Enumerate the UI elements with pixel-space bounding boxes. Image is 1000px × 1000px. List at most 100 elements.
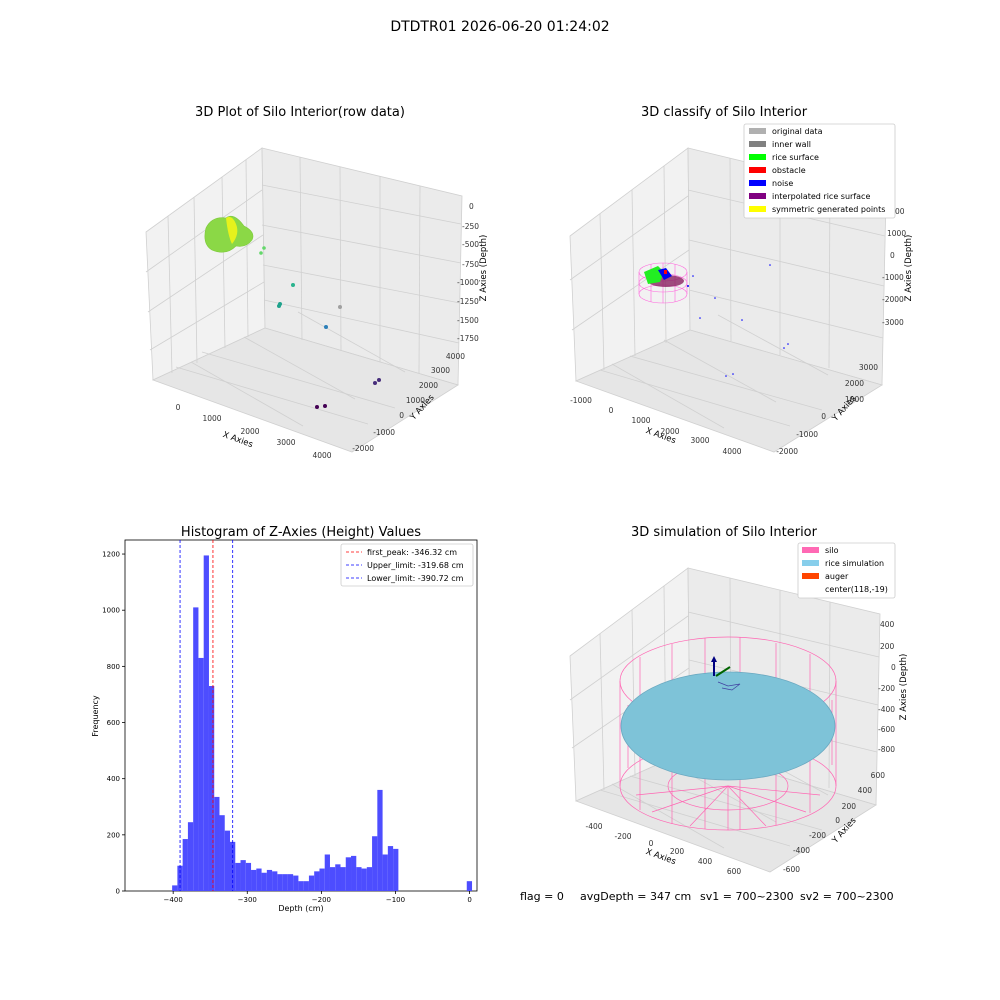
histogram-ytick-label: 400 (107, 775, 120, 783)
raw-ytick: 0 (399, 411, 404, 420)
raw-ytick: 3000 (431, 366, 450, 375)
histogram-ytick-label: 600 (107, 719, 120, 727)
histogram-bar (172, 885, 178, 891)
raw-zlabel: Z Axies (Depth) (479, 235, 489, 302)
histogram-xtick-label: −200 (312, 896, 331, 904)
histogram-bar (177, 865, 183, 891)
classify-ztick: -3000 (882, 318, 904, 327)
simulation-legend-frame (797, 542, 896, 599)
simulation-xtick: 0 (649, 839, 654, 848)
histogram-bar (387, 846, 394, 891)
raw-data-points (204, 215, 381, 409)
raw-ytick: -1000 (373, 428, 395, 437)
raw-3d-box (145, 147, 463, 453)
histogram-bar (277, 874, 283, 891)
histogram-bar (340, 867, 346, 891)
raw-point (338, 305, 342, 309)
raw-point (377, 378, 381, 382)
raw-ztick: -500 (462, 240, 479, 249)
histogram-ytick-label: 0 (116, 888, 120, 896)
raw-ztick: -1000 (457, 278, 479, 287)
simulation-legend-label: rice simulation (825, 559, 884, 568)
simulation-ztick: -400 (878, 705, 895, 714)
histogram-bar (224, 830, 231, 891)
raw-tick-labels: 0 1000 2000 3000 4000 -2000 -1000 0 1000… (176, 202, 480, 460)
classify-legend-label: interpolated rice surface (772, 192, 870, 201)
histogram-bar (251, 869, 257, 891)
histogram-bar (187, 822, 194, 891)
raw-ytick: 1000 (406, 396, 425, 405)
classify-ytick: -2000 (776, 447, 798, 456)
figure-suptitle: DTDTR01 2026-06-20 01:24:02 (390, 19, 609, 35)
simulation-ytick: 600 (871, 771, 886, 780)
simulation-ztick: -800 (878, 745, 895, 754)
classify-ztick: -2000 (882, 295, 904, 304)
simulation-ytick: 400 (858, 786, 873, 795)
classify-ztick: 1000 (887, 229, 906, 238)
classify-noise-point (725, 375, 727, 377)
raw-ytick: 4000 (446, 352, 465, 361)
panel-simulation: 3D simulation of Silo Interior -400 -200… (569, 525, 909, 876)
simulation-legend-label: center(118,-19) (825, 585, 888, 594)
simulation-ztick: 200 (880, 642, 895, 651)
histogram-ticks: −400 −300 −200 −100 0 0 200 400 600 800 1000 1200 (102, 551, 472, 904)
classify-xtick: 0 (609, 406, 614, 415)
status-avg-depth: avgDepth = 347 cm (580, 890, 691, 903)
classify-noise-point (692, 275, 694, 277)
status-flag: flag = 0 (520, 890, 564, 903)
classify-xtick: 1000 (631, 416, 650, 425)
histogram-bar (356, 867, 362, 891)
classify-tick-labels: -1000 0 1000 2000 3000 4000 -2000 -1000 … (570, 207, 906, 456)
classify-ytick: -1000 (796, 430, 818, 439)
classify-noise-point (769, 264, 771, 266)
classify-legend-swatch (749, 180, 766, 186)
histogram-bar (308, 875, 315, 891)
histogram-bar (219, 815, 225, 891)
histogram-bar (245, 862, 252, 891)
simulation-rice-surface (620, 671, 836, 781)
simulation-xtick: -200 (614, 832, 631, 841)
histogram-axes-frame (124, 539, 478, 892)
histogram-bar (372, 836, 378, 891)
simulation-xtick: 600 (727, 867, 742, 876)
raw-ztick: 0 (469, 202, 474, 211)
classify-zlabel: Z Axies (Depth) (904, 235, 914, 302)
classify-noise-point (783, 347, 785, 349)
raw-xtick: 2000 (240, 427, 259, 436)
simulation-auger (711, 656, 741, 691)
histogram-bar (319, 868, 325, 891)
histogram-ytick-label: 1200 (102, 551, 120, 559)
histogram-bar (235, 862, 241, 891)
panel-classify: 3D classify of Silo Interior -1000 0 100… (569, 105, 914, 456)
raw-ztick: -1500 (457, 316, 479, 325)
raw-point (323, 404, 327, 408)
classify-legend-swatch (749, 154, 766, 160)
classify-legend-swatch (749, 193, 766, 199)
classify-legend-swatch (749, 141, 766, 147)
histogram-bar (329, 867, 336, 891)
simulation-ytick: -600 (783, 865, 800, 874)
status-line: flag = 0 avgDepth = 347 cm sv1 = 700~230… (520, 890, 894, 903)
status-sv1: sv1 = 700~2300 (700, 890, 794, 903)
simulation-legend-label: auger (825, 572, 849, 581)
simulation-legend-swatch (802, 547, 819, 553)
raw-xtick: 1000 (202, 414, 221, 423)
raw-point (291, 283, 295, 287)
histogram-bar (377, 789, 383, 891)
histogram-bar (361, 868, 367, 891)
classify-noise-point (732, 373, 734, 375)
histogram-bar (208, 686, 215, 891)
histogram-bar (203, 555, 209, 891)
histogram-reference-lines (179, 540, 234, 891)
classify-noise-point (741, 319, 743, 321)
auger-arm (715, 666, 731, 677)
raw-xtick: 0 (176, 403, 181, 412)
histogram-bar (287, 874, 294, 891)
classify-noise-point (787, 343, 789, 345)
raw-ztick: -1750 (457, 334, 479, 343)
histogram-bar (382, 854, 388, 891)
raw-surface-highlight (226, 216, 238, 244)
raw-point (278, 302, 282, 306)
simulation-ytick: -400 (793, 846, 810, 855)
classify-noise-point (699, 317, 701, 319)
